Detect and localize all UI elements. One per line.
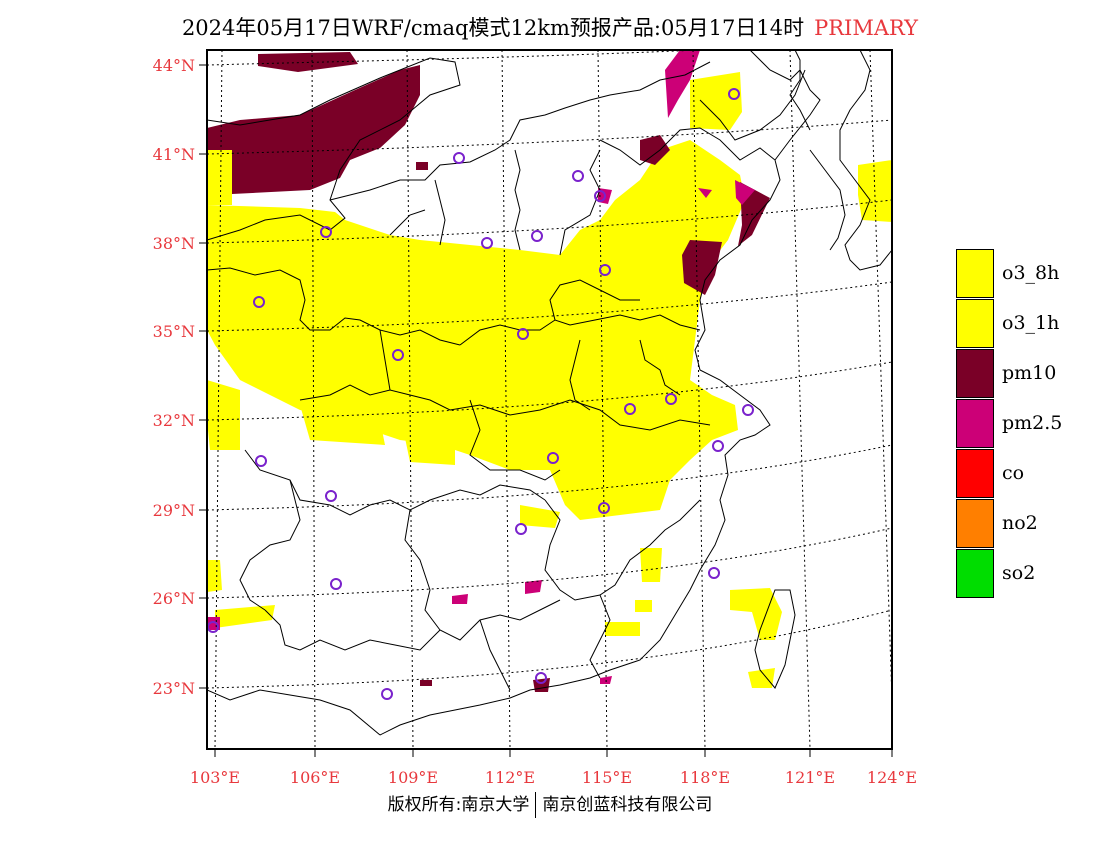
lon-tick-label: 121°E	[785, 768, 835, 787]
station-marker	[708, 567, 720, 579]
station-marker	[624, 403, 636, 415]
station-marker	[330, 578, 342, 590]
lat-tick-label: 23°N	[153, 679, 195, 698]
station-marker	[320, 226, 332, 238]
station-marker	[594, 190, 606, 202]
station-marker	[547, 452, 559, 464]
legend-swatch	[956, 299, 994, 348]
lon-tick-label: 112°E	[485, 768, 535, 787]
footer: 版权所有:南京大学 南京创蓝科技有限公司	[0, 790, 1100, 818]
map-area	[207, 50, 892, 749]
lat-tick-label: 35°N	[153, 322, 195, 341]
legend-label: o3_8h	[1002, 262, 1060, 284]
title-primary-tag: PRIMARY	[814, 16, 919, 40]
station-marker	[392, 349, 404, 361]
lon-tick-label: 124°E	[867, 768, 917, 787]
legend-swatch	[956, 449, 994, 498]
legend-label: pm2.5	[1002, 412, 1063, 434]
station-marker	[535, 672, 547, 684]
legend-label: so2	[1002, 562, 1036, 584]
station-marker	[599, 264, 611, 276]
station-marker	[381, 688, 393, 700]
map-frame	[206, 49, 893, 750]
lon-tick-label: 115°E	[582, 768, 632, 787]
station-marker	[665, 393, 677, 405]
station-marker	[572, 170, 584, 182]
pm10-area	[207, 52, 770, 692]
lon-tick-label: 106°E	[290, 768, 340, 787]
lon-tick-label: 109°E	[388, 768, 438, 787]
lat-tick-label: 44°N	[153, 56, 195, 75]
lat-tick-label: 29°N	[153, 501, 195, 520]
legend-swatch	[956, 249, 994, 298]
lat-tick-label: 26°N	[153, 589, 195, 608]
graticule	[207, 50, 892, 749]
lon-axis: 103°E 106°E 109°E 112°E 115°E 118°E 121°E 124°E	[190, 749, 917, 787]
lat-tick-label: 32°N	[153, 411, 195, 430]
province-boundaries	[207, 50, 892, 736]
monitoring-stations	[207, 88, 754, 700]
station-marker	[255, 455, 267, 467]
footer-copyright: 版权所有:南京大学	[387, 795, 530, 815]
legend-label: co	[1002, 462, 1025, 484]
station-marker	[481, 237, 493, 249]
station-marker	[531, 230, 543, 242]
legend-swatch	[956, 499, 994, 548]
station-marker	[325, 490, 337, 502]
station-marker	[517, 328, 529, 340]
map-title: 2024年05月17日WRF/cmaq模式12km预报产品:05月17日14时 P…	[0, 12, 1100, 42]
lat-tick-label: 38°N	[153, 234, 195, 253]
lat-axis: 44°N 41°N 38°N 35°N 32°N 29°N 26°N 23°N	[153, 56, 207, 698]
lat-tick-label: 41°N	[153, 145, 195, 164]
lon-tick-label: 103°E	[190, 768, 240, 787]
legend-label: o3_1h	[1002, 312, 1060, 334]
legend-swatch	[956, 349, 994, 398]
lon-tick-label: 118°E	[680, 768, 730, 787]
title-text: 2024年05月17日WRF/cmaq模式12km预报产品:05月17日14时	[181, 16, 805, 40]
station-marker	[253, 296, 265, 308]
station-marker	[742, 404, 754, 416]
pm25-area	[207, 50, 755, 684]
footer-separator	[535, 792, 537, 818]
station-marker	[453, 152, 465, 164]
station-marker	[515, 523, 527, 535]
footer-company: 南京创蓝科技有限公司	[542, 795, 713, 815]
legend-swatch	[956, 549, 994, 598]
legend-swatch	[956, 399, 994, 448]
station-marker	[728, 88, 740, 100]
station-marker	[712, 440, 724, 452]
legend-label: no2	[1002, 512, 1038, 534]
station-marker	[598, 502, 610, 514]
legend-label: pm10	[1002, 362, 1057, 384]
